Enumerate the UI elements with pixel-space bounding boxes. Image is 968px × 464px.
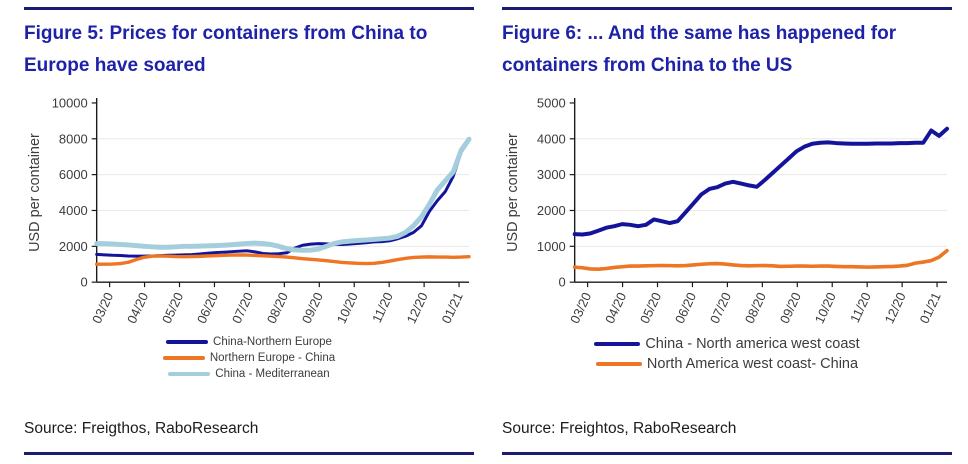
x-tick-label: 09/20 bbox=[777, 290, 804, 326]
y-tick-label: 6000 bbox=[59, 167, 88, 182]
figure-title: Figure 5: Prices for containers from Chi… bbox=[24, 23, 428, 77]
x-tick-label: 03/20 bbox=[567, 290, 594, 326]
x-tick-label: 03/20 bbox=[89, 290, 116, 326]
legend-swatch bbox=[166, 339, 209, 344]
y-tick-label: 4000 bbox=[537, 131, 566, 146]
legend-item: China - Mediterranean bbox=[168, 367, 330, 380]
x-tick-label: 12/20 bbox=[404, 290, 431, 326]
series-line bbox=[572, 126, 950, 237]
figure-6-panel: Figure 6: ... And the same has happened … bbox=[502, 7, 952, 464]
x-tick-label: 08/20 bbox=[264, 290, 291, 326]
legend-swatch bbox=[595, 361, 642, 366]
x-tick-label: 10/20 bbox=[334, 290, 361, 326]
series-line bbox=[94, 136, 472, 253]
figure-title: Figure 6: ... And the same has happened … bbox=[502, 23, 897, 77]
x-tick-label: 05/20 bbox=[637, 290, 664, 326]
legend: China - North america west coast North Am… bbox=[502, 334, 952, 374]
x-tick-label: 06/20 bbox=[672, 290, 699, 326]
legend-label: China-Northern Europe bbox=[213, 335, 332, 348]
legend-item: Northern Europe - China bbox=[162, 351, 336, 364]
y-tick-label: 5000 bbox=[537, 95, 566, 110]
y-axis-title: USD per container bbox=[505, 133, 521, 252]
x-tick-label: 07/20 bbox=[229, 290, 256, 326]
y-tick-label: 8000 bbox=[59, 131, 88, 146]
legend-swatch bbox=[168, 371, 211, 376]
legend-item: China - North america west coast bbox=[594, 335, 860, 352]
x-tick-label: 10/20 bbox=[812, 290, 839, 326]
report-page: Figure 5: Prices for containers from Chi… bbox=[24, 7, 952, 464]
x-tick-label: 04/20 bbox=[124, 290, 151, 326]
bottom-rule bbox=[24, 452, 474, 455]
x-tick-label: 06/20 bbox=[194, 290, 221, 326]
legend-swatch bbox=[162, 355, 205, 360]
y-tick-label: 2000 bbox=[537, 203, 566, 218]
legend-item: China-Northern Europe bbox=[166, 336, 332, 348]
series-line bbox=[95, 138, 471, 258]
y-tick-label: 10000 bbox=[52, 95, 88, 110]
x-tick-label: 04/20 bbox=[602, 290, 629, 326]
line-chart-china-us: 0 1000 2000 3000 4000 5000 03/20 04/20 05/20 06/2… bbox=[505, 95, 950, 326]
y-tick-label: 3000 bbox=[537, 167, 566, 182]
bottom-rule bbox=[502, 452, 952, 455]
legend-label: China - North america west coast bbox=[645, 335, 860, 352]
line-chart-china-europe: 0 2000 4000 6000 8000 10000 03/20 04/20 05/20 06/… bbox=[27, 95, 472, 326]
source-note: Source: Freigthos, RaboResearch bbox=[24, 420, 259, 437]
x-tick-label: 08/20 bbox=[742, 290, 769, 326]
y-tick-label: 0 bbox=[559, 274, 566, 289]
series-line bbox=[572, 248, 949, 271]
top-rule bbox=[502, 7, 952, 10]
source-note: Source: Freightos, RaboResearch bbox=[502, 420, 737, 437]
legend-label: North America west coast- China bbox=[646, 355, 859, 372]
legend-item: North America west coast- China bbox=[595, 355, 859, 372]
legend: China-Northern Europe Northern Europe - C… bbox=[24, 334, 474, 382]
legend-label: Northern Europe - China bbox=[209, 351, 336, 364]
y-tick-label: 0 bbox=[81, 274, 88, 289]
y-tick-label: 1000 bbox=[537, 238, 566, 253]
top-rule bbox=[24, 7, 474, 10]
y-axis-title: USD per container bbox=[27, 133, 43, 252]
x-tick-label: 11/20 bbox=[847, 290, 874, 325]
x-tick-label: 12/20 bbox=[882, 290, 909, 326]
x-tick-label: 09/20 bbox=[299, 290, 326, 326]
y-tick-label: 2000 bbox=[59, 238, 88, 253]
y-tick-label: 4000 bbox=[59, 203, 88, 218]
x-tick-label: 01/21 bbox=[916, 290, 943, 326]
legend-label: China - Mediterranean bbox=[215, 367, 330, 380]
series-line bbox=[94, 252, 471, 266]
x-tick-label: 07/20 bbox=[707, 290, 734, 326]
x-tick-label: 05/20 bbox=[159, 290, 186, 326]
figure-5-panel: Figure 5: Prices for containers from Chi… bbox=[24, 7, 474, 464]
x-tick-label: 01/21 bbox=[438, 290, 465, 326]
legend-swatch bbox=[594, 341, 641, 346]
x-tick-label: 11/20 bbox=[369, 290, 396, 325]
